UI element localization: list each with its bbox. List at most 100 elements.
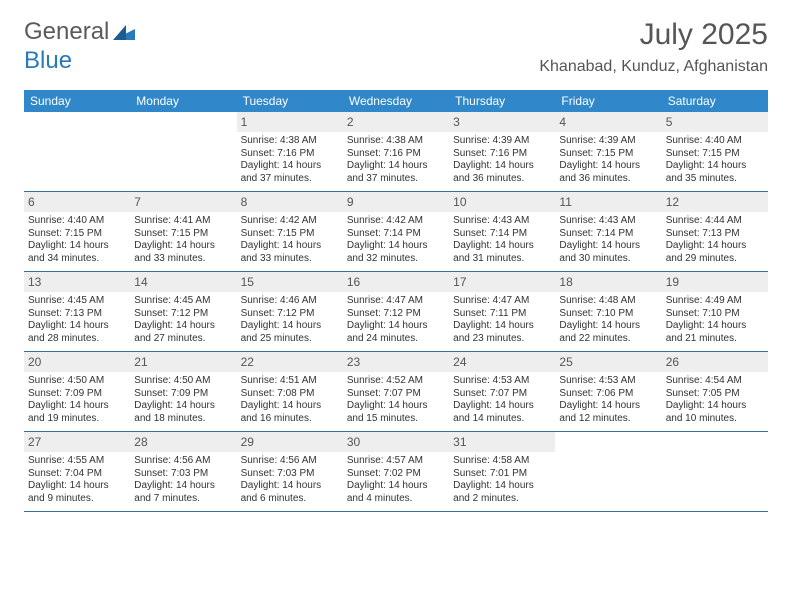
day-cell: 14Sunrise: 4:45 AMSunset: 7:12 PMDayligh… xyxy=(130,272,236,352)
day-cell: 15 Sunrise: 4:46 AMSunset: 7:12 PMDayligh… xyxy=(237,272,343,352)
day-details: Sunrise: 4:47 AMSunset: 7:11 PMDaylight:… xyxy=(453,295,551,345)
day-number: 16 xyxy=(343,272,449,292)
weekday-header-row: SundayMondayTuesdayWednesdayThursdayFrid… xyxy=(24,90,768,112)
day-cell xyxy=(555,432,661,512)
day-number: 23 xyxy=(343,352,449,372)
weekday-header: Tuesday xyxy=(237,90,343,112)
weekday-header: Friday xyxy=(555,90,661,112)
week-row: 13 Sunrise: 4:45 AMSunset: 7:13 PMDayligh… xyxy=(24,272,768,352)
day-number: 13 xyxy=(24,272,130,292)
day-number: 10 xyxy=(449,192,555,212)
week-row: 6 Sunrise: 4:40 AMSunset: 7:15 PMDaylight… xyxy=(24,192,768,272)
day-cell: 3Sunrise: 4:39 AMSunset: 7:16 PMDaylight… xyxy=(449,112,555,192)
calendar-grid: SundayMondayTuesdayWednesdayThursdayFrid… xyxy=(24,90,768,512)
day-cell xyxy=(130,112,236,192)
day-details: Sunrise: 4:56 AMSunset: 7:03 PMDaylight:… xyxy=(134,455,232,505)
day-cell: 7Sunrise: 4:41 AMSunset: 7:15 PMDaylight… xyxy=(130,192,236,272)
weeks-container: 1Sunrise: 4:38 AMSunset: 7:16 PMDaylight… xyxy=(24,112,768,512)
day-number: 30 xyxy=(343,432,449,452)
day-details: Sunrise: 4:43 AMSunset: 7:14 PMDaylight:… xyxy=(559,215,657,265)
day-number: 26 xyxy=(662,352,768,372)
day-details: Sunrise: 4:53 AMSunset: 7:07 PMDaylight:… xyxy=(453,375,551,425)
day-details: Sunrise: 4:46 AMSunset: 7:12 PMDaylight:… xyxy=(241,295,339,345)
day-number: 6 xyxy=(24,192,130,212)
day-number: 2 xyxy=(343,112,449,132)
day-details: Sunrise: 4:39 AMSunset: 7:15 PMDaylight:… xyxy=(559,135,657,185)
day-cell: 25 Sunrise: 4:53 AMSunset: 7:06 PMDayligh… xyxy=(555,352,661,432)
week-row: 20Sunrise: 4:50 AMSunset: 7:09 PMDayligh… xyxy=(24,352,768,432)
day-details: Sunrise: 4:56 AMSunset: 7:03 PMDaylight:… xyxy=(241,455,339,505)
day-details: Sunrise: 4:48 AMSunset: 7:10 PMDaylight:… xyxy=(559,295,657,345)
day-details: Sunrise: 4:54 AMSunset: 7:05 PMDaylight:… xyxy=(666,375,764,425)
day-details: Sunrise: 4:53 AMSunset: 7:06 PMDaylight:… xyxy=(559,375,657,425)
day-number: 20 xyxy=(24,352,130,372)
day-number: 29 xyxy=(237,432,343,452)
day-number: 27 xyxy=(24,432,130,452)
day-cell: 6 Sunrise: 4:40 AMSunset: 7:15 PMDaylight… xyxy=(24,192,130,272)
logo: GeneralBlue xyxy=(24,18,135,75)
day-details: Sunrise: 4:38 AMSunset: 7:16 PMDaylight:… xyxy=(241,135,339,185)
day-details: Sunrise: 4:57 AMSunset: 7:02 PMDaylight:… xyxy=(347,455,445,505)
day-cell xyxy=(662,432,768,512)
weekday-header: Thursday xyxy=(449,90,555,112)
day-cell: 17 Sunrise: 4:47 AMSunset: 7:11 PMDayligh… xyxy=(449,272,555,352)
day-number: 25 xyxy=(555,352,661,372)
day-number: 18 xyxy=(555,272,661,292)
day-number: 3 xyxy=(449,112,555,132)
day-number: 24 xyxy=(449,352,555,372)
day-details: Sunrise: 4:50 AMSunset: 7:09 PMDaylight:… xyxy=(28,375,126,425)
day-cell: 2 Sunrise: 4:38 AMSunset: 7:16 PMDaylight… xyxy=(343,112,449,192)
calendar-page: GeneralBlue July 2025 Khanabad, Kunduz, … xyxy=(0,0,792,612)
day-details: Sunrise: 4:44 AMSunset: 7:13 PMDaylight:… xyxy=(666,215,764,265)
day-number: 1 xyxy=(237,112,343,132)
day-number: 5 xyxy=(662,112,768,132)
title-block: July 2025 Khanabad, Kunduz, Afghanistan xyxy=(539,18,768,76)
day-cell: 20 Sunrise: 4:50 AMSunset: 7:09 PMDayligh… xyxy=(24,352,130,432)
day-cell: 29 Sunrise: 4:56 AMSunset: 7:03 PMDayligh… xyxy=(237,432,343,512)
day-number: 17 xyxy=(449,272,555,292)
day-cell: 19Sunrise: 4:49 AMSunset: 7:10 PMDayligh… xyxy=(662,272,768,352)
day-number: 19 xyxy=(662,272,768,292)
weekday-header: Monday xyxy=(130,90,236,112)
day-cell: 18 Sunrise: 4:48 AMSunset: 7:10 PMDayligh… xyxy=(555,272,661,352)
day-number: 15 xyxy=(237,272,343,292)
day-cell: 10 Sunrise: 4:43 AMSunset: 7:14 PMDayligh… xyxy=(449,192,555,272)
logo-inner: GeneralBlue xyxy=(24,18,135,75)
logo-mark-icon xyxy=(113,19,135,47)
header: GeneralBlue July 2025 Khanabad, Kunduz, … xyxy=(24,18,768,76)
week-row: 1Sunrise: 4:38 AMSunset: 7:16 PMDaylight… xyxy=(24,112,768,192)
day-cell: 13 Sunrise: 4:45 AMSunset: 7:13 PMDayligh… xyxy=(24,272,130,352)
day-details: Sunrise: 4:51 AMSunset: 7:08 PMDaylight:… xyxy=(241,375,339,425)
day-cell xyxy=(24,112,130,192)
day-cell: 30 Sunrise: 4:57 AMSunset: 7:02 PMDayligh… xyxy=(343,432,449,512)
day-details: Sunrise: 4:41 AMSunset: 7:15 PMDaylight:… xyxy=(134,215,232,265)
day-cell: 21 Sunrise: 4:50 AMSunset: 7:09 PMDayligh… xyxy=(130,352,236,432)
day-details: Sunrise: 4:43 AMSunset: 7:14 PMDaylight:… xyxy=(453,215,551,265)
day-number: 9 xyxy=(343,192,449,212)
logo-text-general: General xyxy=(24,18,109,45)
day-number: 12 xyxy=(662,192,768,212)
day-cell: 1 Sunrise: 4:38 AMSunset: 7:16 PMDaylight… xyxy=(237,112,343,192)
month-title: July 2025 xyxy=(539,18,768,52)
weekday-header: Saturday xyxy=(662,90,768,112)
day-details: Sunrise: 4:45 AMSunset: 7:12 PMDaylight:… xyxy=(134,295,232,345)
day-cell: 5 Sunrise: 4:40 AMSunset: 7:15 PMDaylight… xyxy=(662,112,768,192)
day-number: 28 xyxy=(130,432,236,452)
day-number: 21 xyxy=(130,352,236,372)
day-details: Sunrise: 4:40 AMSunset: 7:15 PMDaylight:… xyxy=(28,215,126,265)
day-details: Sunrise: 4:50 AMSunset: 7:09 PMDaylight:… xyxy=(134,375,232,425)
day-number: 31 xyxy=(449,432,555,452)
day-number: 22 xyxy=(237,352,343,372)
day-details: Sunrise: 4:38 AMSunset: 7:16 PMDaylight:… xyxy=(347,135,445,185)
day-details: Sunrise: 4:47 AMSunset: 7:12 PMDaylight:… xyxy=(347,295,445,345)
day-details: Sunrise: 4:45 AMSunset: 7:13 PMDaylight:… xyxy=(28,295,126,345)
day-number: 4 xyxy=(555,112,661,132)
weekday-header: Sunday xyxy=(24,90,130,112)
day-details: Sunrise: 4:55 AMSunset: 7:04 PMDaylight:… xyxy=(28,455,126,505)
day-cell: 24 Sunrise: 4:53 AMSunset: 7:07 PMDayligh… xyxy=(449,352,555,432)
day-number: 11 xyxy=(555,192,661,212)
day-cell: 26 Sunrise: 4:54 AMSunset: 7:05 PMDayligh… xyxy=(662,352,768,432)
day-cell: 12 Sunrise: 4:44 AMSunset: 7:13 PMDayligh… xyxy=(662,192,768,272)
day-details: Sunrise: 4:40 AMSunset: 7:15 PMDaylight:… xyxy=(666,135,764,185)
day-cell: 4 Sunrise: 4:39 AMSunset: 7:15 PMDaylight… xyxy=(555,112,661,192)
